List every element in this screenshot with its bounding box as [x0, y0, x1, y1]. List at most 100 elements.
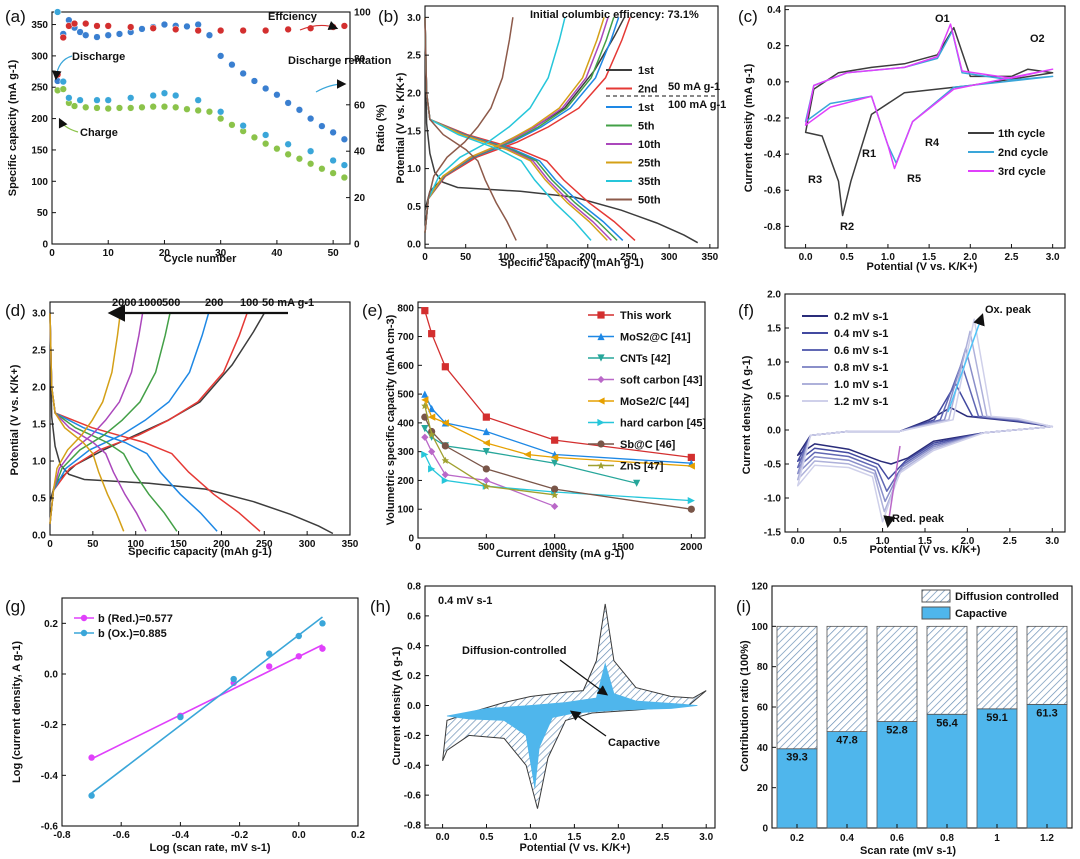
- y-tick-label: -0.4: [404, 761, 422, 772]
- data-point-a-3: [194, 96, 202, 104]
- rate-note-100: 100 mA g-1: [668, 99, 726, 111]
- x-tick-label: 200: [579, 252, 596, 263]
- data-marker-e-4: [523, 450, 531, 459]
- legend-label-f: 0.6 mV s-1: [834, 345, 888, 357]
- data-point-a-1: [194, 106, 202, 115]
- data-point-a-1: [115, 104, 124, 112]
- data-marker-e-4: [421, 396, 429, 404]
- x-tick-label: 2.5: [1003, 536, 1017, 547]
- data-point-g-1: [319, 620, 326, 627]
- rate-label-d: 500: [162, 297, 180, 309]
- diffusion-bar: [826, 625, 868, 733]
- data-point-a-0: [160, 20, 169, 29]
- x-tick-label: 1.0: [524, 832, 538, 843]
- data-marker-e-1: [421, 390, 429, 398]
- x-tick-label: 50: [87, 539, 99, 550]
- x-tick-label: 0.0: [799, 252, 813, 263]
- y-tick-label: -0.2: [41, 720, 59, 731]
- legend-label-b: 10th: [638, 139, 661, 151]
- legend-label-f: 0.4 mV s-1: [834, 328, 888, 340]
- data-point-a-1: [82, 103, 90, 111]
- y-axis-label-f: Current density (A g-1): [741, 355, 753, 474]
- data-point-a-2: [194, 26, 202, 35]
- y-tick-label: 100: [397, 505, 414, 516]
- legend-label-b: 1st: [638, 102, 654, 114]
- x-axis-label-a: Cycle number: [164, 253, 237, 265]
- data-point-g-0: [88, 754, 95, 761]
- data-point-a-1: [273, 145, 281, 153]
- y-tick-label: 3.0: [407, 13, 421, 24]
- data-point-a-3: [104, 96, 112, 104]
- legend-label-b: 1st: [638, 65, 654, 77]
- x-tick-label: 0.5: [480, 832, 494, 843]
- data-marker-e-4: [687, 462, 695, 470]
- data-point-a-3: [65, 94, 73, 102]
- data-point-a-2: [127, 23, 135, 31]
- y-tick-label: 2.5: [32, 346, 46, 357]
- data-marker-e-1: [482, 427, 490, 436]
- discharge-curve-3-1: [49, 313, 261, 532]
- y-tick-label: 0: [42, 240, 48, 251]
- legend-label-e: Sb@C [46]: [620, 439, 676, 451]
- charge-curve-3-1: [49, 312, 248, 524]
- discharge-curve-3-4: [49, 313, 147, 532]
- x-tick-label: 1.2: [1040, 833, 1054, 844]
- data-point-a-2: [104, 22, 112, 30]
- x-tick-label: 1.5: [918, 536, 932, 547]
- annotation-peak-6: R5: [907, 173, 921, 185]
- x-axis-label-h: Potential (V vs. K/K+): [520, 842, 631, 854]
- annotation-peak-0: O1: [935, 13, 950, 25]
- data-marker-e-7: [441, 456, 449, 464]
- data-marker-e-4: [482, 439, 490, 447]
- plot-frame-e: [417, 301, 706, 539]
- discharge-curve-3-0: [49, 313, 334, 535]
- data-point-a-1: [205, 108, 214, 116]
- x-tick-label: 2.0: [963, 252, 977, 263]
- arrow-red-peak: [883, 445, 901, 528]
- data-point-a-3: [53, 8, 62, 16]
- x-tick-label: 3.0: [1045, 536, 1059, 547]
- data-point-a-2: [59, 33, 67, 42]
- rate-note-50: 50 mA g-1: [668, 81, 720, 93]
- y-tick-label: 500: [397, 390, 414, 401]
- legend-marker-e: [597, 440, 605, 448]
- y-tick-label: 0: [408, 534, 414, 545]
- y-tick-label: 0: [762, 824, 768, 835]
- fit-line-g-1: [91, 616, 323, 794]
- x-tick-label: -0.6: [113, 830, 131, 841]
- x-tick-label: 0: [47, 539, 53, 550]
- data-marker-e-5: [441, 476, 449, 485]
- y-tick-label: 2.0: [32, 383, 46, 394]
- y-tick-label: 0.0: [407, 701, 421, 712]
- data-point-a-1: [70, 102, 79, 110]
- diffusion-bar: [926, 625, 968, 715]
- x-tick-label: 2.5: [1005, 252, 1019, 263]
- capacitive-bar: [876, 721, 918, 829]
- charge-curve-1-4: [424, 17, 609, 233]
- data-point-g-1: [230, 675, 237, 683]
- y-tick-label: 1.5: [767, 324, 781, 335]
- y-tick-label: 0.6: [407, 611, 421, 622]
- y-tick-label: 2.0: [407, 88, 421, 99]
- plot-frame-d: [49, 301, 351, 536]
- data-point-a-1: [172, 103, 180, 111]
- x-tick-label: 30: [215, 248, 227, 259]
- data-point-a-3: [329, 156, 337, 165]
- x-tick-label: 0.0: [436, 832, 450, 843]
- legend-swatch-capacitive: [921, 606, 951, 620]
- legend-label-c: 3rd cycle: [998, 166, 1046, 178]
- data-point-a-0: [138, 25, 146, 33]
- x-tick-label: 250: [256, 539, 273, 550]
- data-marker-e-6: [441, 442, 449, 450]
- panel-label-d: (d): [5, 301, 26, 320]
- data-point-a-0: [93, 33, 101, 41]
- y-tick-label: 600: [397, 361, 414, 372]
- bar-value-label: 56.4: [936, 717, 958, 729]
- x-axis-label-g: Log (scan rate, mV s-1): [149, 842, 270, 854]
- x-tick-label: 0.0: [791, 536, 805, 547]
- data-point-a-0: [217, 52, 225, 60]
- legend-marker-e: [597, 397, 605, 405]
- x-tick-label: 3.0: [1046, 252, 1060, 263]
- data-point-a-0: [318, 122, 326, 130]
- x-tick-label: 0.2: [790, 833, 804, 844]
